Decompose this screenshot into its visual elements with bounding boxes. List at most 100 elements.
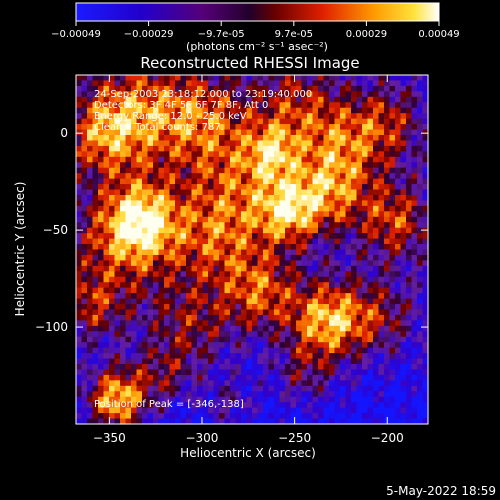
- heatmap-cell: [378, 276, 385, 283]
- heatmap-cell: [202, 325, 209, 332]
- heatmap-cell: [125, 347, 132, 354]
- heatmap-cell: [158, 364, 165, 371]
- heatmap-cell: [395, 402, 402, 409]
- heatmap-cell: [329, 80, 336, 87]
- heatmap-cell: [384, 271, 391, 278]
- heatmap-cell: [351, 265, 358, 272]
- heatmap-cell: [312, 75, 319, 82]
- heatmap-cell: [312, 244, 319, 251]
- heatmap-cell: [263, 249, 270, 256]
- heatmap-cell: [142, 216, 149, 223]
- heatmap-cell: [180, 293, 187, 300]
- heatmap-cell: [395, 265, 402, 272]
- heatmap-cell: [323, 336, 330, 343]
- heatmap-cell: [362, 304, 369, 311]
- heatmap-cell: [224, 134, 231, 142]
- heatmap-cell: [235, 304, 242, 311]
- heatmap-cell: [351, 249, 358, 256]
- heatmap-cell: [329, 102, 336, 109]
- heatmap-cell: [186, 238, 193, 245]
- heatmap-cell: [76, 85, 83, 92]
- heatmap-cell: [389, 75, 396, 82]
- heatmap-cell: [417, 96, 424, 103]
- heatmap-cell: [142, 396, 149, 403]
- heatmap-cell: [246, 233, 253, 240]
- heatmap-cell: [406, 364, 413, 371]
- heatmap-cell: [367, 194, 374, 202]
- heatmap-cell: [257, 184, 264, 191]
- heatmap-cell: [235, 140, 242, 147]
- heatmap-cell: [406, 282, 413, 289]
- heatmap-cell: [318, 216, 325, 223]
- heatmap-cell: [422, 129, 429, 136]
- heatmap-cell: [395, 309, 402, 316]
- heatmap-cell: [180, 189, 187, 196]
- heatmap-cell: [202, 156, 209, 163]
- heatmap-cell: [340, 156, 347, 163]
- heatmap-cell: [290, 380, 297, 387]
- heatmap-cell: [312, 145, 319, 152]
- heatmap-cell: [153, 413, 160, 420]
- annotation-time-range: 24-Sep-2003 23:18:12.000 to 23:19:40.000: [94, 89, 312, 100]
- heatmap-cell: [142, 200, 149, 207]
- heatmap-cell: [252, 91, 259, 98]
- heatmap-cell: [109, 178, 116, 185]
- heatmap-cell: [208, 282, 215, 289]
- heatmap-cell: [246, 167, 253, 174]
- heatmap-cell: [213, 413, 220, 420]
- heatmap-cell: [230, 140, 237, 147]
- heatmap-cell: [334, 260, 341, 267]
- heatmap-cell: [301, 293, 308, 300]
- heatmap-cell: [257, 364, 264, 371]
- heatmap-cell: [384, 254, 391, 261]
- heatmap-cell: [98, 200, 105, 207]
- heatmap-cell: [246, 200, 253, 207]
- heatmap-cell: [197, 271, 204, 278]
- heatmap-cell: [279, 374, 286, 381]
- heatmap-cell: [334, 167, 341, 174]
- heatmap-cell: [191, 85, 198, 92]
- heatmap-cell: [307, 342, 314, 349]
- heatmap-cell: [87, 402, 94, 409]
- heatmap-cell: [208, 134, 215, 142]
- heatmap-cell: [120, 140, 127, 147]
- heatmap-cell: [356, 418, 363, 425]
- heatmap-cell: [373, 369, 380, 376]
- heatmap-cell: [158, 353, 165, 360]
- heatmap-cell: [76, 140, 83, 147]
- heatmap-cell: [274, 200, 281, 207]
- heatmap-cell: [323, 380, 330, 387]
- heatmap-cell: [224, 151, 231, 158]
- heatmap-cell: [147, 282, 154, 289]
- heatmap-cell: [296, 374, 303, 381]
- heatmap-cell: [125, 173, 132, 180]
- heatmap-cell: [153, 238, 160, 245]
- heatmap-cell: [312, 184, 319, 191]
- heatmap-cell: [268, 151, 275, 158]
- heatmap-cell: [351, 364, 358, 371]
- heatmap-cell: [230, 118, 237, 125]
- heatmap-cell: [147, 200, 154, 207]
- heatmap-cell: [114, 276, 121, 283]
- heatmap-cell: [180, 238, 187, 245]
- heatmap-cell: [224, 304, 231, 311]
- heatmap-cell: [125, 380, 132, 387]
- heatmap-cell: [312, 347, 319, 354]
- heatmap-cell: [191, 173, 198, 180]
- heatmap-cell: [268, 407, 275, 414]
- heatmap-cell: [103, 320, 110, 327]
- heatmap-cell: [334, 216, 341, 223]
- heatmap-cell: [103, 407, 110, 414]
- heatmap-cell: [345, 162, 352, 169]
- heatmap-cell: [274, 222, 281, 229]
- heatmap-cell: [290, 254, 297, 261]
- heatmap-cell: [323, 325, 330, 332]
- heatmap-cell: [213, 167, 220, 174]
- heatmap-cell: [400, 287, 407, 294]
- heatmap-cell: [274, 385, 281, 392]
- heatmap-cell: [147, 254, 154, 261]
- heatmap-cell: [202, 260, 209, 267]
- heatmap-cell: [103, 396, 110, 403]
- heatmap-cell: [340, 413, 347, 420]
- heatmap-cell: [268, 271, 275, 278]
